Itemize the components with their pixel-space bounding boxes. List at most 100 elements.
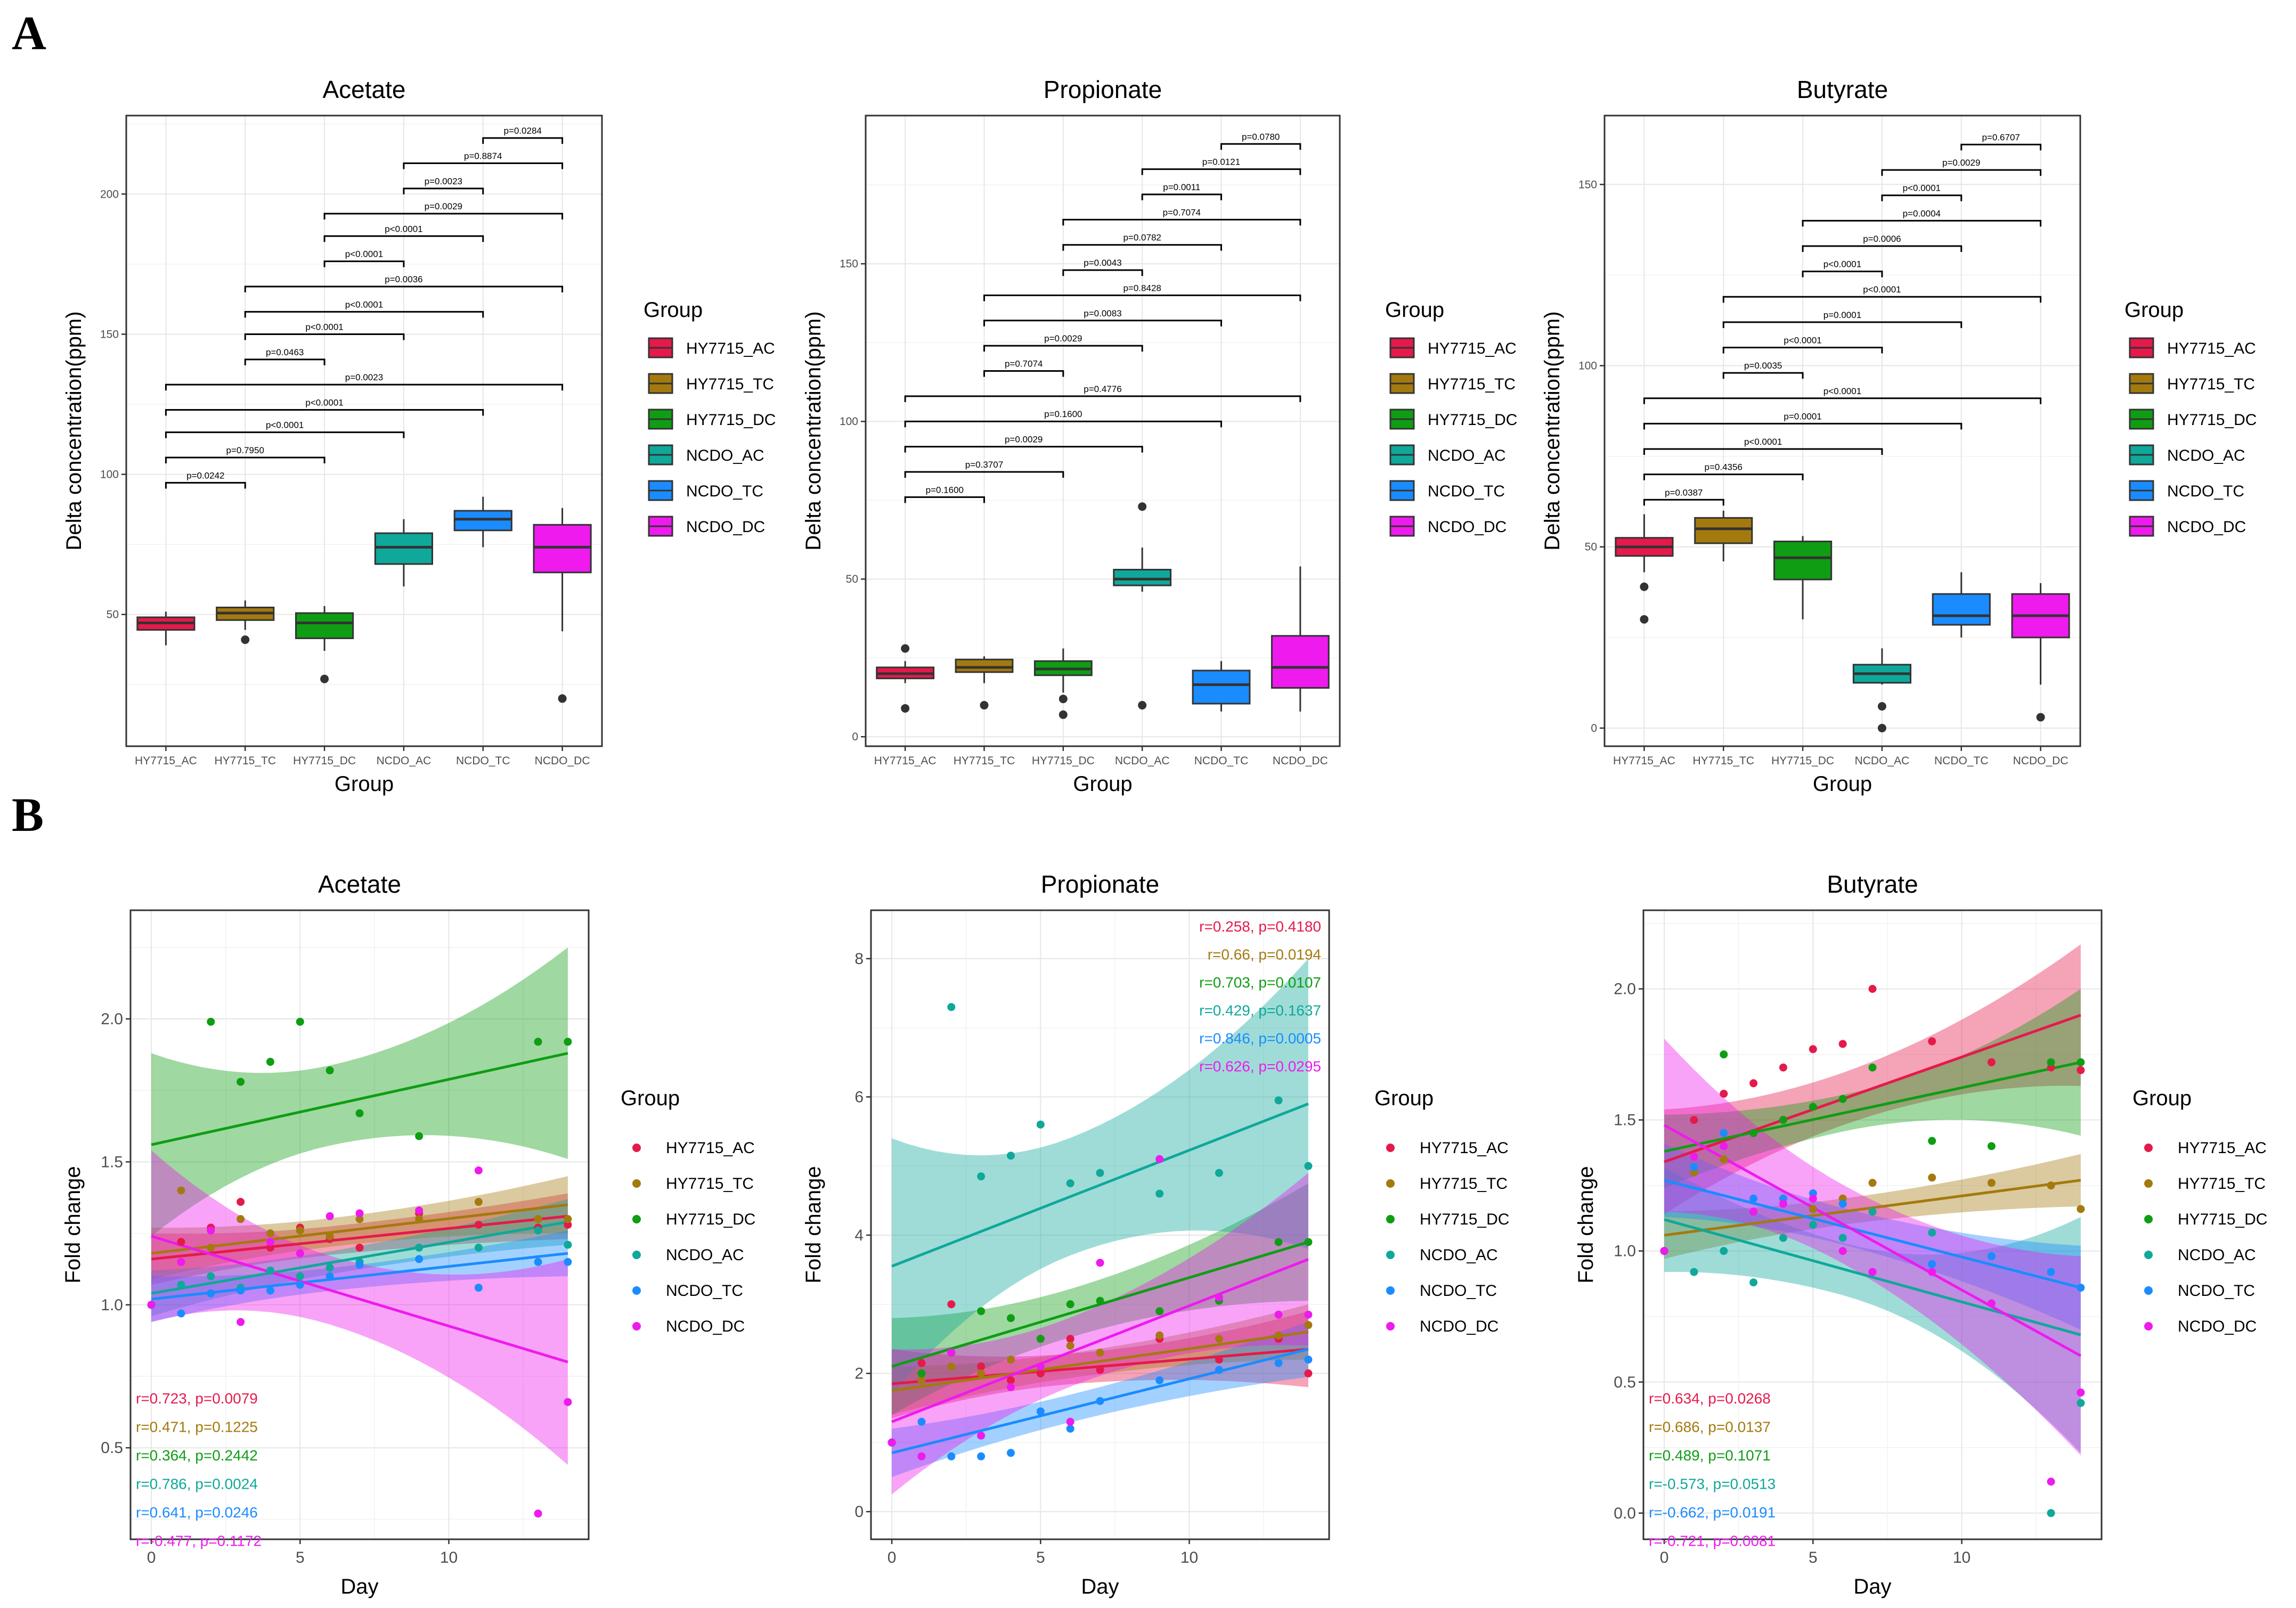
data-point — [1066, 1342, 1074, 1350]
legend-item: HY7715_AC — [2129, 337, 2256, 358]
outlier-point — [1138, 502, 1147, 511]
data-point — [1006, 1449, 1015, 1457]
y-axis-title: Delta concentration(ppm) — [62, 311, 86, 550]
legend-label: NCDO_TC — [2167, 483, 2244, 500]
data-point — [1720, 1142, 1728, 1150]
x-tick-label: HY7715_DC — [1771, 755, 1834, 767]
data-point — [1066, 1417, 1074, 1426]
comparison-p-value: p=0.0023 — [425, 176, 462, 186]
legend-label: HY7715_AC — [686, 340, 775, 357]
data-point — [1928, 1268, 1936, 1276]
confidence-band-ncdo-tc — [1664, 1143, 2081, 1330]
x-axis-title: Day — [340, 1575, 378, 1598]
correlation-text: r=0.626, p=0.0295 — [1199, 1058, 1321, 1075]
outlier-point — [558, 694, 567, 703]
data-point — [1036, 1407, 1045, 1416]
legend-key — [2144, 1179, 2153, 1188]
data-point — [1838, 1234, 1847, 1242]
data-point — [474, 1243, 483, 1252]
chart-title: Propionate — [1044, 76, 1162, 103]
chart-box-propionate: 0 50 100 150 Propionate Group Delta concentrat… — [802, 76, 1517, 796]
data-point — [1838, 1040, 1847, 1048]
outlier-point — [1138, 701, 1147, 710]
box-ncdo-dc — [1271, 566, 1330, 712]
confidence-band-hy7715-ac — [1664, 944, 2081, 1214]
legend-item: HY7715_TC — [2129, 373, 2255, 394]
comparison-p-value: p=0.0242 — [186, 470, 224, 480]
y-tick-label: 150 — [840, 258, 858, 270]
x-tick-label: 10 — [1180, 1549, 1198, 1566]
data-point — [177, 1258, 185, 1266]
comparison-bracket — [165, 409, 484, 416]
legend-item: HY7715_AC — [1386, 1139, 1509, 1157]
data-point — [207, 1289, 215, 1297]
correlation-text: r=0.641, p=0.0246 — [136, 1504, 258, 1521]
fit-line-hy7715-tc — [151, 1203, 568, 1255]
data-point — [1987, 1252, 1996, 1261]
comparison-bracket — [323, 235, 484, 242]
y-axis-title: Delta concentration(ppm) — [1541, 311, 1564, 550]
comparison-bracket — [983, 370, 1064, 377]
x-tick-label: NCDO_TC — [1194, 755, 1249, 767]
correlation-text: r=0.634, p=0.0268 — [1649, 1390, 1771, 1407]
data-point — [2047, 1058, 2055, 1066]
comparison-brackets: p=0.0242 p=0.7950 p<0.0001 p<0.0001 p=0.0023… — [165, 126, 564, 489]
fit-line-ncdo-dc — [1663, 1124, 2082, 1357]
data-point — [1096, 1397, 1104, 1405]
fit-line-hy7715-tc — [891, 1331, 1309, 1392]
data-point — [564, 1258, 572, 1266]
data-point — [917, 1452, 926, 1460]
data-point — [266, 1266, 274, 1275]
outlier-point — [1877, 702, 1886, 711]
comparison-p-value: p=0.0780 — [1242, 132, 1280, 142]
data-point — [296, 1272, 304, 1280]
legend-label: HY7715_AC — [1420, 1139, 1509, 1157]
data-point — [977, 1172, 986, 1181]
data-point — [1749, 1194, 1758, 1203]
fit-line-ncdo-ac — [151, 1220, 568, 1295]
legend-item: NCDO_DC — [2144, 1318, 2257, 1335]
y-tick-label: 150 — [100, 328, 119, 340]
legend-label: NCDO_DC — [686, 518, 765, 536]
data-point — [1096, 1366, 1104, 1374]
legend-item: HY7715_DC — [2129, 409, 2257, 430]
data-point — [1809, 1221, 1817, 1229]
legend-title: Group — [1374, 1087, 1434, 1110]
comparison-bracket — [1062, 244, 1222, 251]
gridlines — [131, 910, 589, 1539]
comparison-p-value: p=0.7074 — [1163, 207, 1201, 217]
data-point — [1720, 1089, 1728, 1098]
correlation-text: r=0.471, p=0.1225 — [136, 1419, 258, 1435]
legend-label: NCDO_TC — [1420, 1282, 1497, 1300]
data-point — [355, 1243, 364, 1252]
data-point — [177, 1238, 185, 1246]
comparison-p-value: p=0.0011 — [1163, 182, 1200, 192]
plot-border — [129, 909, 590, 1540]
data-point — [1779, 1116, 1787, 1124]
data-point — [1096, 1349, 1104, 1357]
legend-label: HY7715_DC — [666, 1211, 755, 1228]
legend: Group HY7715_AC HY7715_TC HY7715_DC NCDO_AC N… — [1385, 298, 1517, 537]
data-point — [564, 1038, 572, 1046]
comparison-bracket — [482, 137, 564, 144]
comparison-bracket — [165, 383, 564, 391]
correlation-text: r=-0.477, p=0.1172 — [136, 1533, 262, 1549]
confidence-band-ncdo-dc — [1664, 1039, 2081, 1456]
comparison-p-value: p=0.8874 — [464, 151, 502, 161]
data-point — [1660, 1247, 1668, 1255]
y-tick-label: 100 — [1578, 360, 1597, 372]
comparison-p-value: p=0.0004 — [1903, 208, 1941, 218]
panel-a-label: A — [12, 7, 46, 60]
data-point — [296, 1249, 304, 1258]
data-point — [474, 1198, 483, 1206]
y-tick-label: 150 — [1578, 178, 1597, 191]
points-ncdo-ac — [888, 1003, 1313, 1447]
data-point — [355, 1261, 364, 1269]
data-point — [1809, 1045, 1817, 1054]
comparison-bracket — [904, 420, 1222, 428]
data-point — [1066, 1179, 1074, 1188]
confidence-band-ncdo-dc — [892, 1173, 1308, 1495]
data-point — [266, 1286, 274, 1295]
data-point — [1809, 1205, 1817, 1213]
